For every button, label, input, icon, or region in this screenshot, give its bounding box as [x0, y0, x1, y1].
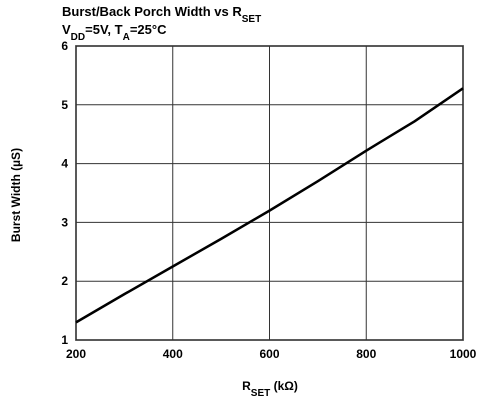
subscript: SET — [251, 388, 270, 399]
text-run: (kΩ) — [270, 379, 298, 393]
y-tick-label: 4 — [61, 157, 68, 171]
text-run: =25°C — [130, 22, 167, 37]
x-tick-label: 1000 — [450, 347, 477, 361]
x-tick-label: 600 — [259, 347, 279, 361]
text-run: V — [62, 22, 71, 37]
subscript: SET — [242, 14, 261, 25]
text-run: R — [242, 379, 251, 393]
y-axis-label: Burst Width (µS) — [9, 148, 23, 242]
data-line — [75, 87, 464, 324]
x-tick-label: 800 — [356, 347, 376, 361]
x-axis-label: RSET (kΩ) — [242, 379, 298, 399]
y-tick-label: 1 — [61, 333, 68, 347]
y-tick-label: 3 — [61, 215, 68, 229]
text-run: =5V, T — [85, 22, 123, 37]
subscript: A — [123, 32, 130, 43]
x-tick-label: 400 — [163, 347, 183, 361]
x-tick-label: 200 — [66, 347, 86, 361]
chart-subtitle: VDD=5V, TA=25°C — [62, 22, 167, 43]
text-run: Burst/Back Porch Width vs R — [62, 4, 242, 19]
y-tick-label: 2 — [61, 274, 68, 288]
chart-title: Burst/Back Porch Width vs RSET — [62, 4, 261, 25]
text-run: Burst Width (µS) — [9, 148, 23, 242]
y-tick-label: 5 — [61, 98, 68, 112]
subscript: DD — [71, 32, 85, 43]
y-tick-label: 6 — [61, 39, 68, 53]
